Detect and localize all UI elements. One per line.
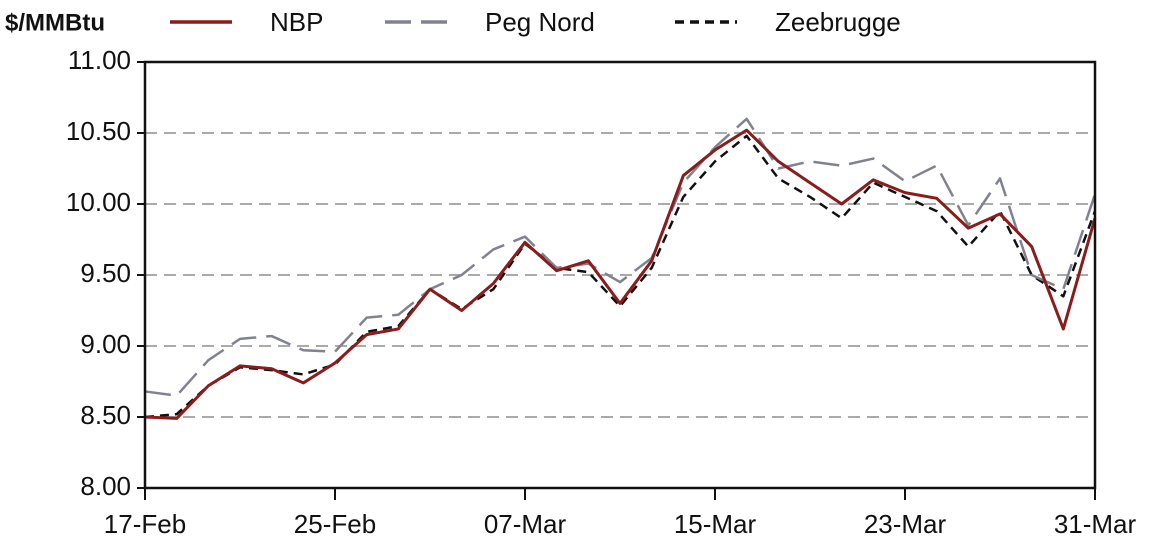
legend-label: NBP bbox=[270, 7, 323, 37]
series-line bbox=[144, 117, 1097, 397]
x-tick-label: 23-Mar bbox=[864, 509, 947, 539]
y-tick-label: 9.50 bbox=[80, 258, 131, 288]
y-tick-label: 8.50 bbox=[80, 400, 131, 430]
series-line bbox=[144, 134, 1097, 419]
x-tick-label: 31-Mar bbox=[1054, 509, 1137, 539]
y-tick-label: 11.00 bbox=[68, 45, 131, 75]
series-line bbox=[144, 128, 1097, 420]
legend-label: Zeebrugge bbox=[775, 7, 901, 37]
y-tick-label: 8.00 bbox=[80, 471, 131, 501]
x-tick-label: 17-Feb bbox=[104, 509, 186, 539]
x-tick-label: 25-Feb bbox=[294, 509, 376, 539]
plot-frame bbox=[143, 60, 1097, 490]
y-tick-label: 10.50 bbox=[66, 116, 131, 146]
x-tick-label: 07-Mar bbox=[484, 509, 567, 539]
y-tick-label: 10.00 bbox=[66, 187, 131, 217]
y-tick-label: 9.00 bbox=[80, 329, 131, 359]
x-tick-label: 15-Mar bbox=[674, 509, 757, 539]
y-axis-label: $/MMBtu bbox=[5, 9, 105, 36]
legend-label: Peg Nord bbox=[485, 7, 595, 37]
